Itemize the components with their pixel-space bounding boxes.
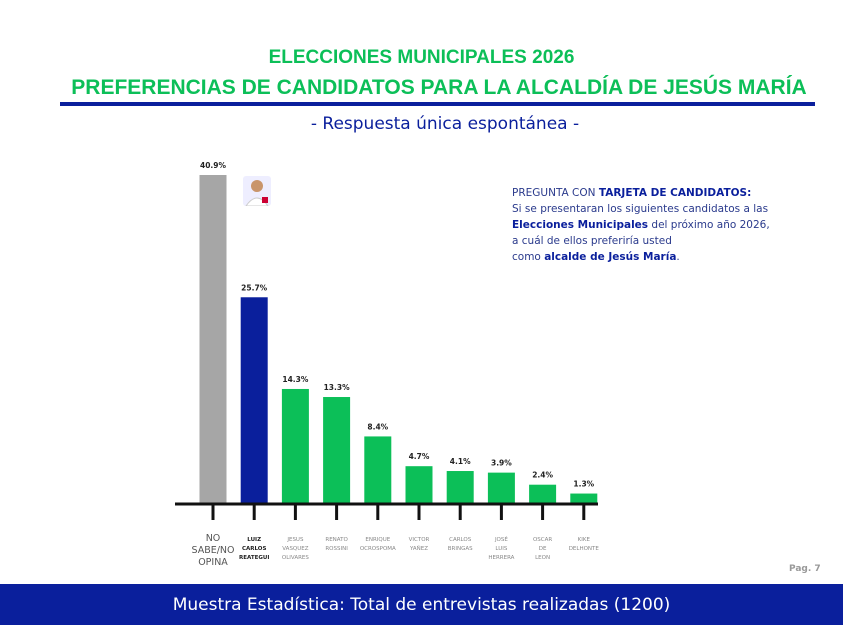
data-label: 4.7%	[409, 452, 430, 461]
tick-label: CARLOS	[242, 546, 267, 552]
tick-label: LUIZ	[247, 537, 261, 543]
tick-label: VASQUEZ	[282, 546, 308, 552]
data-label: 40.9%	[200, 161, 227, 170]
question-text: PREGUNTA CON TARJETA DE CANDIDATOS: Si s…	[512, 185, 782, 265]
footer-banner: Muestra Estadística: Total de entrevista…	[0, 584, 843, 625]
q-bold: alcalde de Jesús María	[544, 251, 677, 263]
tick-label: HERRERA	[488, 555, 514, 561]
title-line-2: PREFERENCIAS DE CANDIDATOS PARA LA ALCAL…	[71, 76, 807, 99]
tick-label: KIKE	[578, 537, 591, 543]
candidate-photo	[243, 176, 271, 207]
page-number: Pag. 7	[789, 564, 821, 574]
tick-label: DE	[539, 546, 547, 552]
bar	[487, 472, 515, 504]
data-label: 8.4%	[367, 422, 388, 431]
q-text: PREGUNTA CON	[512, 187, 599, 199]
bar	[323, 397, 351, 504]
data-label: 1.3%	[573, 480, 594, 489]
tick-label: SABE/NO	[191, 545, 234, 556]
data-label: 25.7%	[241, 283, 268, 292]
title-line-1: ELECCIONES MUNICIPALES 2026	[268, 47, 575, 68]
tick-label: ENRIQUE	[365, 537, 390, 543]
tick-label: ROSSINI	[325, 546, 348, 552]
bar	[364, 436, 392, 504]
tick-label: CARLOS	[449, 537, 472, 543]
data-label: 3.9%	[491, 459, 512, 468]
bar	[446, 471, 474, 504]
q-bold: Elecciones Municipales	[512, 219, 649, 231]
tick-label: RENATO	[325, 537, 348, 543]
tick-label: OCROSPOMA	[360, 546, 396, 552]
bar	[199, 175, 227, 504]
tick-label: REATEGUI	[239, 555, 269, 561]
tick-label: YAÑEZ	[409, 545, 428, 552]
data-label: 13.3%	[324, 383, 351, 392]
tick-label: JESUS	[286, 537, 304, 543]
tick-label: OPINA	[198, 557, 228, 568]
tick-label: JOSÉ	[494, 535, 508, 543]
bar	[240, 297, 268, 504]
data-label: 2.4%	[532, 471, 553, 480]
tick-label: VICTOR	[409, 537, 430, 543]
data-label: 4.1%	[450, 457, 471, 466]
q-text: Si se presentaran los siguientes candida…	[512, 203, 769, 215]
tick-label: BRINGAS	[448, 546, 473, 552]
tick-label: NO	[206, 533, 221, 544]
tick-label: DELHONTE	[569, 546, 600, 552]
tick-label: LEON	[535, 555, 550, 561]
q-bold: TARJETA DE CANDIDATOS:	[598, 187, 752, 199]
data-label: 14.3%	[282, 375, 309, 384]
subtitle: - Respuesta única espontánea -	[310, 114, 580, 134]
title-divider	[60, 102, 815, 106]
bar	[281, 388, 309, 504]
bar	[405, 466, 433, 504]
tick-label: OLIVARES	[282, 555, 309, 561]
q-text: a cuál de ellos preferiría usted	[512, 235, 672, 247]
bar	[570, 493, 598, 504]
tick-label: OSCAR	[533, 537, 552, 543]
q-text: .	[676, 251, 680, 263]
bar	[529, 484, 557, 504]
q-text: como	[512, 251, 545, 263]
tick-label: LUIS	[495, 546, 507, 552]
q-text: del próximo año 2026,	[648, 219, 770, 231]
